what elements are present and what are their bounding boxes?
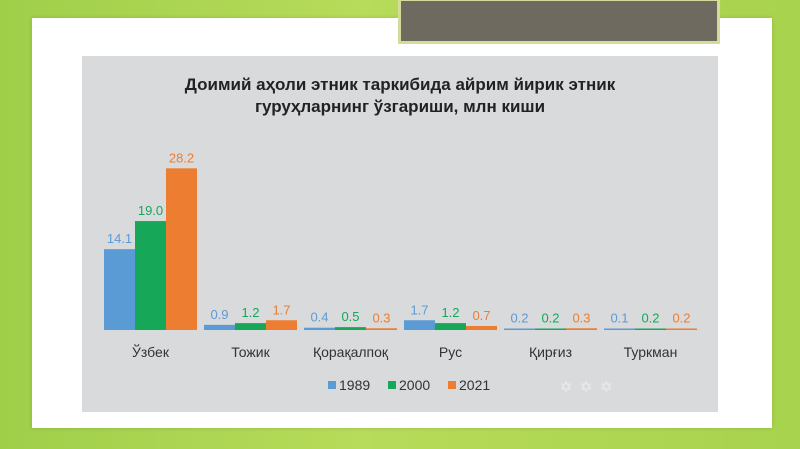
legend-label: 2021 [459, 377, 490, 393]
legend-label: 1989 [339, 377, 370, 393]
bar-2000-4 [535, 328, 566, 330]
data-label: 0.5 [341, 309, 359, 324]
bar-1989-5 [604, 328, 635, 330]
bar-2021-1 [266, 320, 297, 330]
data-label: 1.2 [441, 305, 459, 320]
bar-2021-3 [466, 325, 497, 330]
watermark: ꙳ ꙳ ꙳ [560, 378, 614, 403]
data-label: 19.0 [138, 203, 163, 218]
bar-2021-4 [566, 328, 597, 330]
legend-swatch [328, 381, 336, 389]
category-label: Тожик [231, 344, 270, 360]
bar-2000-2 [335, 327, 366, 330]
data-label: 0.1 [610, 311, 628, 326]
bar-2000-5 [635, 328, 666, 330]
bar-1989-2 [304, 327, 335, 330]
bar-2000-1 [235, 323, 266, 330]
legend-label: 2000 [399, 377, 430, 393]
data-label: 1.2 [241, 305, 259, 320]
data-label: 0.3 [572, 310, 590, 325]
data-label: 1.7 [410, 302, 428, 317]
data-label: 0.2 [541, 311, 559, 326]
data-label: 0.2 [510, 311, 528, 326]
category-label: Ўзбек [132, 343, 170, 360]
data-label: 1.7 [272, 302, 290, 317]
legend-swatch [448, 381, 456, 389]
data-label: 28.2 [169, 150, 194, 165]
legend-swatch [388, 381, 396, 389]
bar-2000-0 [135, 221, 166, 330]
bar-2000-3 [435, 323, 466, 330]
data-label: 0.7 [472, 308, 490, 323]
data-label: 0.3 [372, 310, 390, 325]
bar-2021-0 [166, 168, 197, 330]
data-label: 0.9 [210, 307, 228, 322]
category-label: Туркман [624, 344, 678, 360]
category-label: Рус [439, 344, 462, 360]
data-label: 0.2 [672, 311, 690, 326]
bar-1989-1 [204, 324, 235, 330]
bar-2021-2 [366, 328, 397, 330]
category-label: Қорақалпоқ [313, 344, 389, 360]
data-label: 0.2 [641, 311, 659, 326]
data-label: 0.4 [310, 310, 328, 325]
header-placeholder-box [398, 0, 720, 44]
bar-1989-4 [504, 328, 535, 330]
bar-1989-3 [404, 320, 435, 330]
bar-2021-5 [666, 328, 697, 330]
chart-title: Доимий аҳоли этник таркибида айрим йирик… [184, 75, 616, 116]
bar-1989-0 [104, 249, 135, 330]
data-label: 14.1 [107, 231, 132, 246]
category-label: Қирғиз [529, 344, 572, 360]
